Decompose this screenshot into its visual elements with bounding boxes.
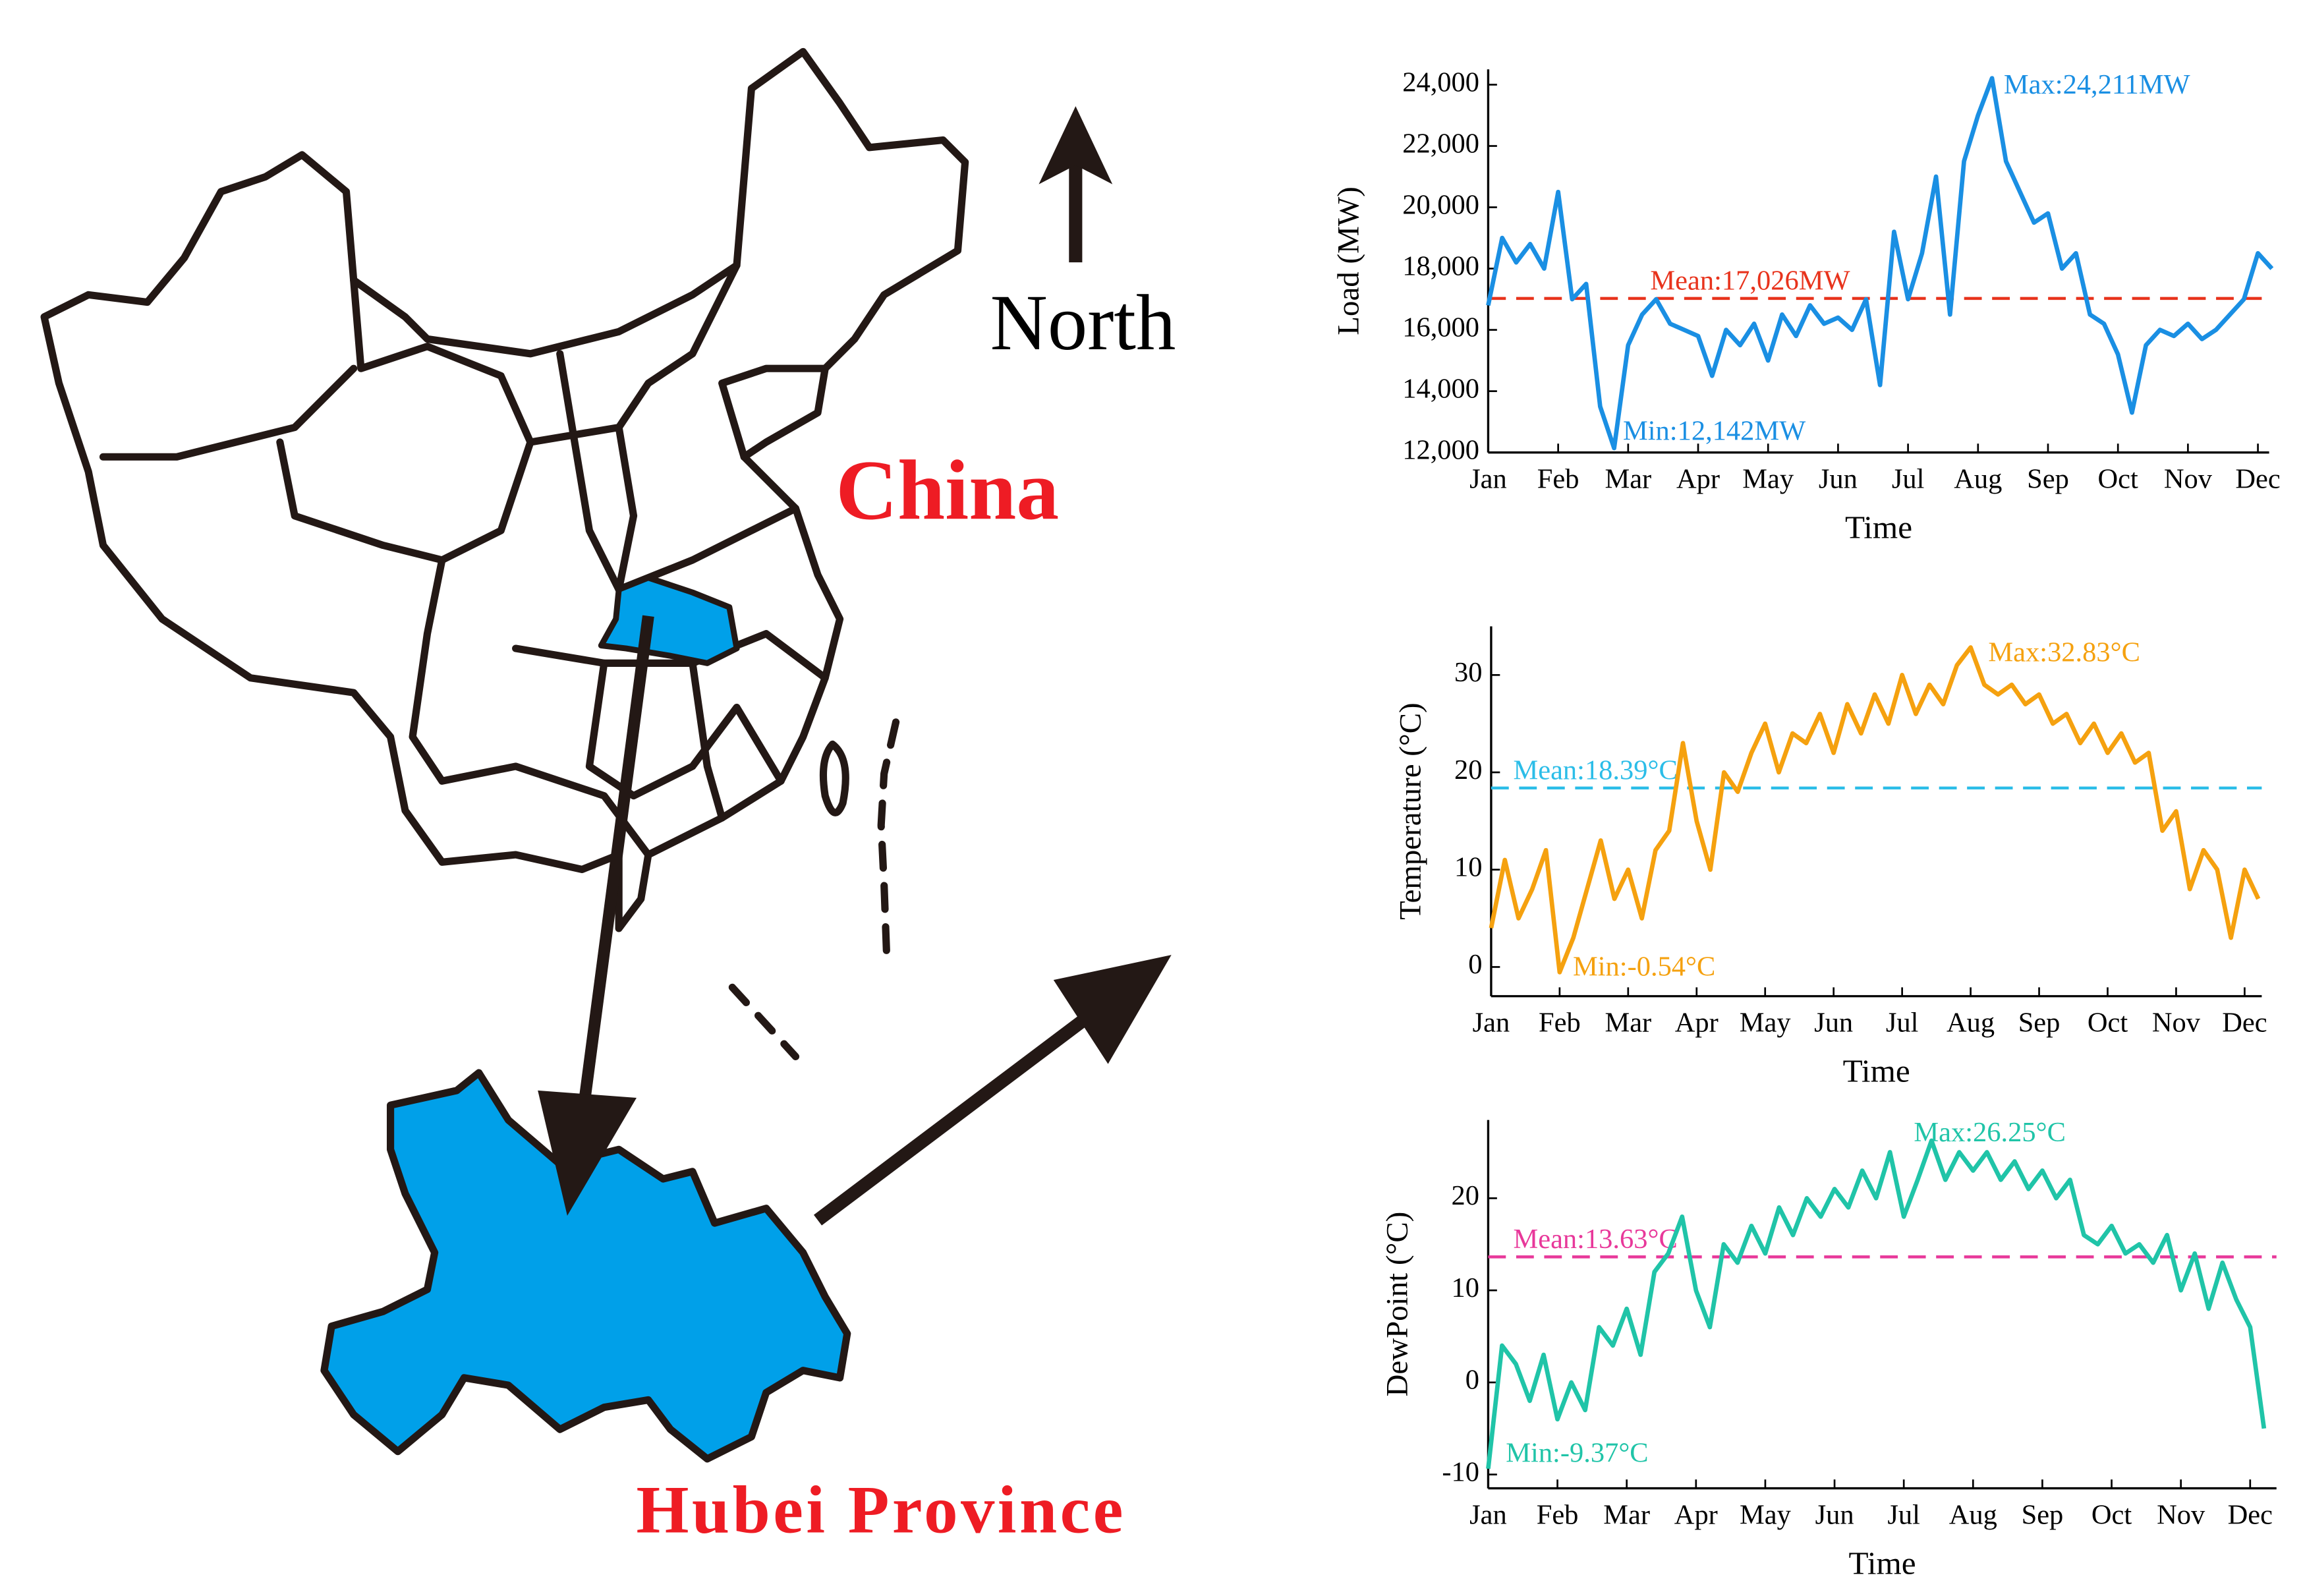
x-tick-label: Jun — [1815, 1499, 1854, 1530]
x-tick-label: Feb — [1537, 1499, 1579, 1530]
y-tick-label: 30 — [1454, 657, 1482, 688]
x-tick-label: Oct — [2098, 463, 2139, 494]
x-tick-label: Jul — [1886, 1007, 1919, 1038]
x-tick-label: May — [1742, 463, 1794, 494]
extreme-label: Max:32.83°C — [1988, 637, 2140, 668]
province-borders — [556, 350, 623, 594]
y-tick-label: 20 — [1452, 1180, 1479, 1211]
y-tick-label: 14,000 — [1402, 373, 1479, 404]
x-tick-label: Jun — [1819, 463, 1858, 494]
y-tick-label: 24,000 — [1402, 67, 1479, 98]
x-tick-label: Aug — [1954, 463, 2002, 494]
province-label: Hubei Province — [636, 1473, 1125, 1548]
x-tick-label: Feb — [1537, 463, 1579, 494]
province-borders — [276, 438, 534, 564]
x-tick-label: Sep — [2022, 1499, 2064, 1530]
line-chart: 12,000 14,000 16,000 18,000 20,000 22,000 24,0… — [1332, 67, 2281, 545]
arrow-head — [1053, 955, 1172, 1064]
taiwan — [819, 740, 849, 816]
y-tick-label: 22,000 — [1402, 128, 1479, 159]
x-tick-label: Dec — [2222, 1007, 2267, 1038]
province-borders — [585, 659, 785, 800]
province-borders — [99, 364, 358, 461]
extreme-label: Min:12,142MW — [1623, 415, 1805, 446]
y-tick-label: 20 — [1454, 755, 1482, 785]
mean-label: Mean:17,026MW — [1650, 265, 1850, 296]
y-tick-label: 18,000 — [1402, 250, 1479, 281]
y-tick-label: 16,000 — [1402, 312, 1479, 343]
sea-border — [728, 983, 800, 1061]
data-line — [1486, 1138, 2267, 1469]
x-axis-title: Time — [1849, 1545, 1916, 1581]
y-axis-title: Load (MW) — [1332, 186, 1366, 335]
x-tick-label: Jan — [1469, 1499, 1507, 1530]
arrow-head — [538, 1090, 637, 1216]
x-tick-label: Apr — [1675, 1007, 1719, 1038]
north-arrow-head — [1038, 106, 1113, 185]
x-tick-label: Jan — [1473, 1007, 1510, 1038]
country-label: China — [836, 443, 1059, 538]
y-tick-label: 0 — [1468, 949, 1482, 980]
data-line — [1486, 76, 2274, 451]
y-tick-label: 10 — [1454, 851, 1482, 882]
x-tick-label: Apr — [1676, 463, 1720, 494]
x-tick-label: May — [1740, 1007, 1792, 1038]
x-tick-label: Nov — [2164, 463, 2213, 494]
extreme-label: Min:-0.54°C — [1573, 952, 1715, 983]
province-borders — [689, 659, 726, 822]
line-chart: 0 10 20 30 Jan Feb Mar Apr May Jun Jul Aug Sep Oct Nov… — [1394, 626, 2267, 1089]
line-chart: -10 0 10 20 Jan Feb Mar Apr May Jun Jul Aug Sep Oct No… — [1380, 1117, 2277, 1581]
x-tick-label: Jul — [1892, 463, 1925, 494]
mean-label: Mean:18.39°C — [1513, 755, 1677, 785]
mean-label: Mean:13.63°C — [1513, 1224, 1677, 1255]
x-tick-label: Sep — [2027, 463, 2069, 494]
map: North China Hubei Province — [40, 47, 1176, 1548]
y-tick-label: 0 — [1465, 1365, 1479, 1396]
y-tick-label: 10 — [1452, 1272, 1479, 1303]
china-outline — [40, 47, 969, 932]
x-tick-label: Nov — [2152, 1007, 2201, 1038]
province-borders — [718, 364, 829, 461]
x-tick-label: Feb — [1539, 1007, 1581, 1038]
x-tick-label: Jan — [1469, 463, 1507, 494]
x-tick-label: Dec — [2228, 1499, 2273, 1530]
extreme-label: Max:26.25°C — [1914, 1117, 2066, 1148]
x-tick-label: May — [1740, 1499, 1792, 1530]
arrow-to-charts — [813, 1004, 1102, 1226]
hubei-small — [598, 575, 740, 666]
x-tick-label: Sep — [2018, 1007, 2061, 1038]
x-axis-title: Time — [1845, 509, 1912, 545]
x-tick-label: Mar — [1605, 1007, 1651, 1038]
y-tick-label: 20,000 — [1402, 189, 1479, 220]
x-tick-label: Oct — [2091, 1499, 2132, 1530]
y-axis-title: DewPoint (°C) — [1380, 1212, 1414, 1397]
x-tick-label: Mar — [1603, 1499, 1650, 1530]
x-tick-label: Aug — [1949, 1499, 1997, 1530]
x-tick-label: Dec — [2235, 463, 2280, 494]
y-tick-label: 12,000 — [1402, 434, 1479, 465]
north-label: North — [990, 279, 1176, 367]
x-tick-label: Jun — [1814, 1007, 1853, 1038]
sea-border — [877, 718, 900, 969]
extreme-label: Max:24,211MW — [2004, 69, 2190, 100]
extreme-label: Min:-9.37°C — [1506, 1437, 1648, 1468]
x-tick-label: Mar — [1605, 463, 1651, 494]
x-tick-label: Jul — [1887, 1499, 1920, 1530]
arrow-to-province — [576, 615, 654, 1121]
x-tick-label: Aug — [1947, 1007, 1995, 1038]
province-borders — [409, 556, 652, 859]
x-tick-label: Nov — [2157, 1499, 2205, 1530]
hubei-large — [320, 1069, 851, 1463]
y-axis-title: Temperature (°C) — [1394, 702, 1428, 920]
x-axis-title: Time — [1843, 1052, 1910, 1089]
x-tick-label: Apr — [1674, 1499, 1718, 1530]
data-line — [1489, 645, 2261, 975]
province-borders — [615, 424, 800, 594]
y-tick-label: -10 — [1442, 1456, 1479, 1487]
x-tick-label: Oct — [2088, 1007, 2128, 1038]
